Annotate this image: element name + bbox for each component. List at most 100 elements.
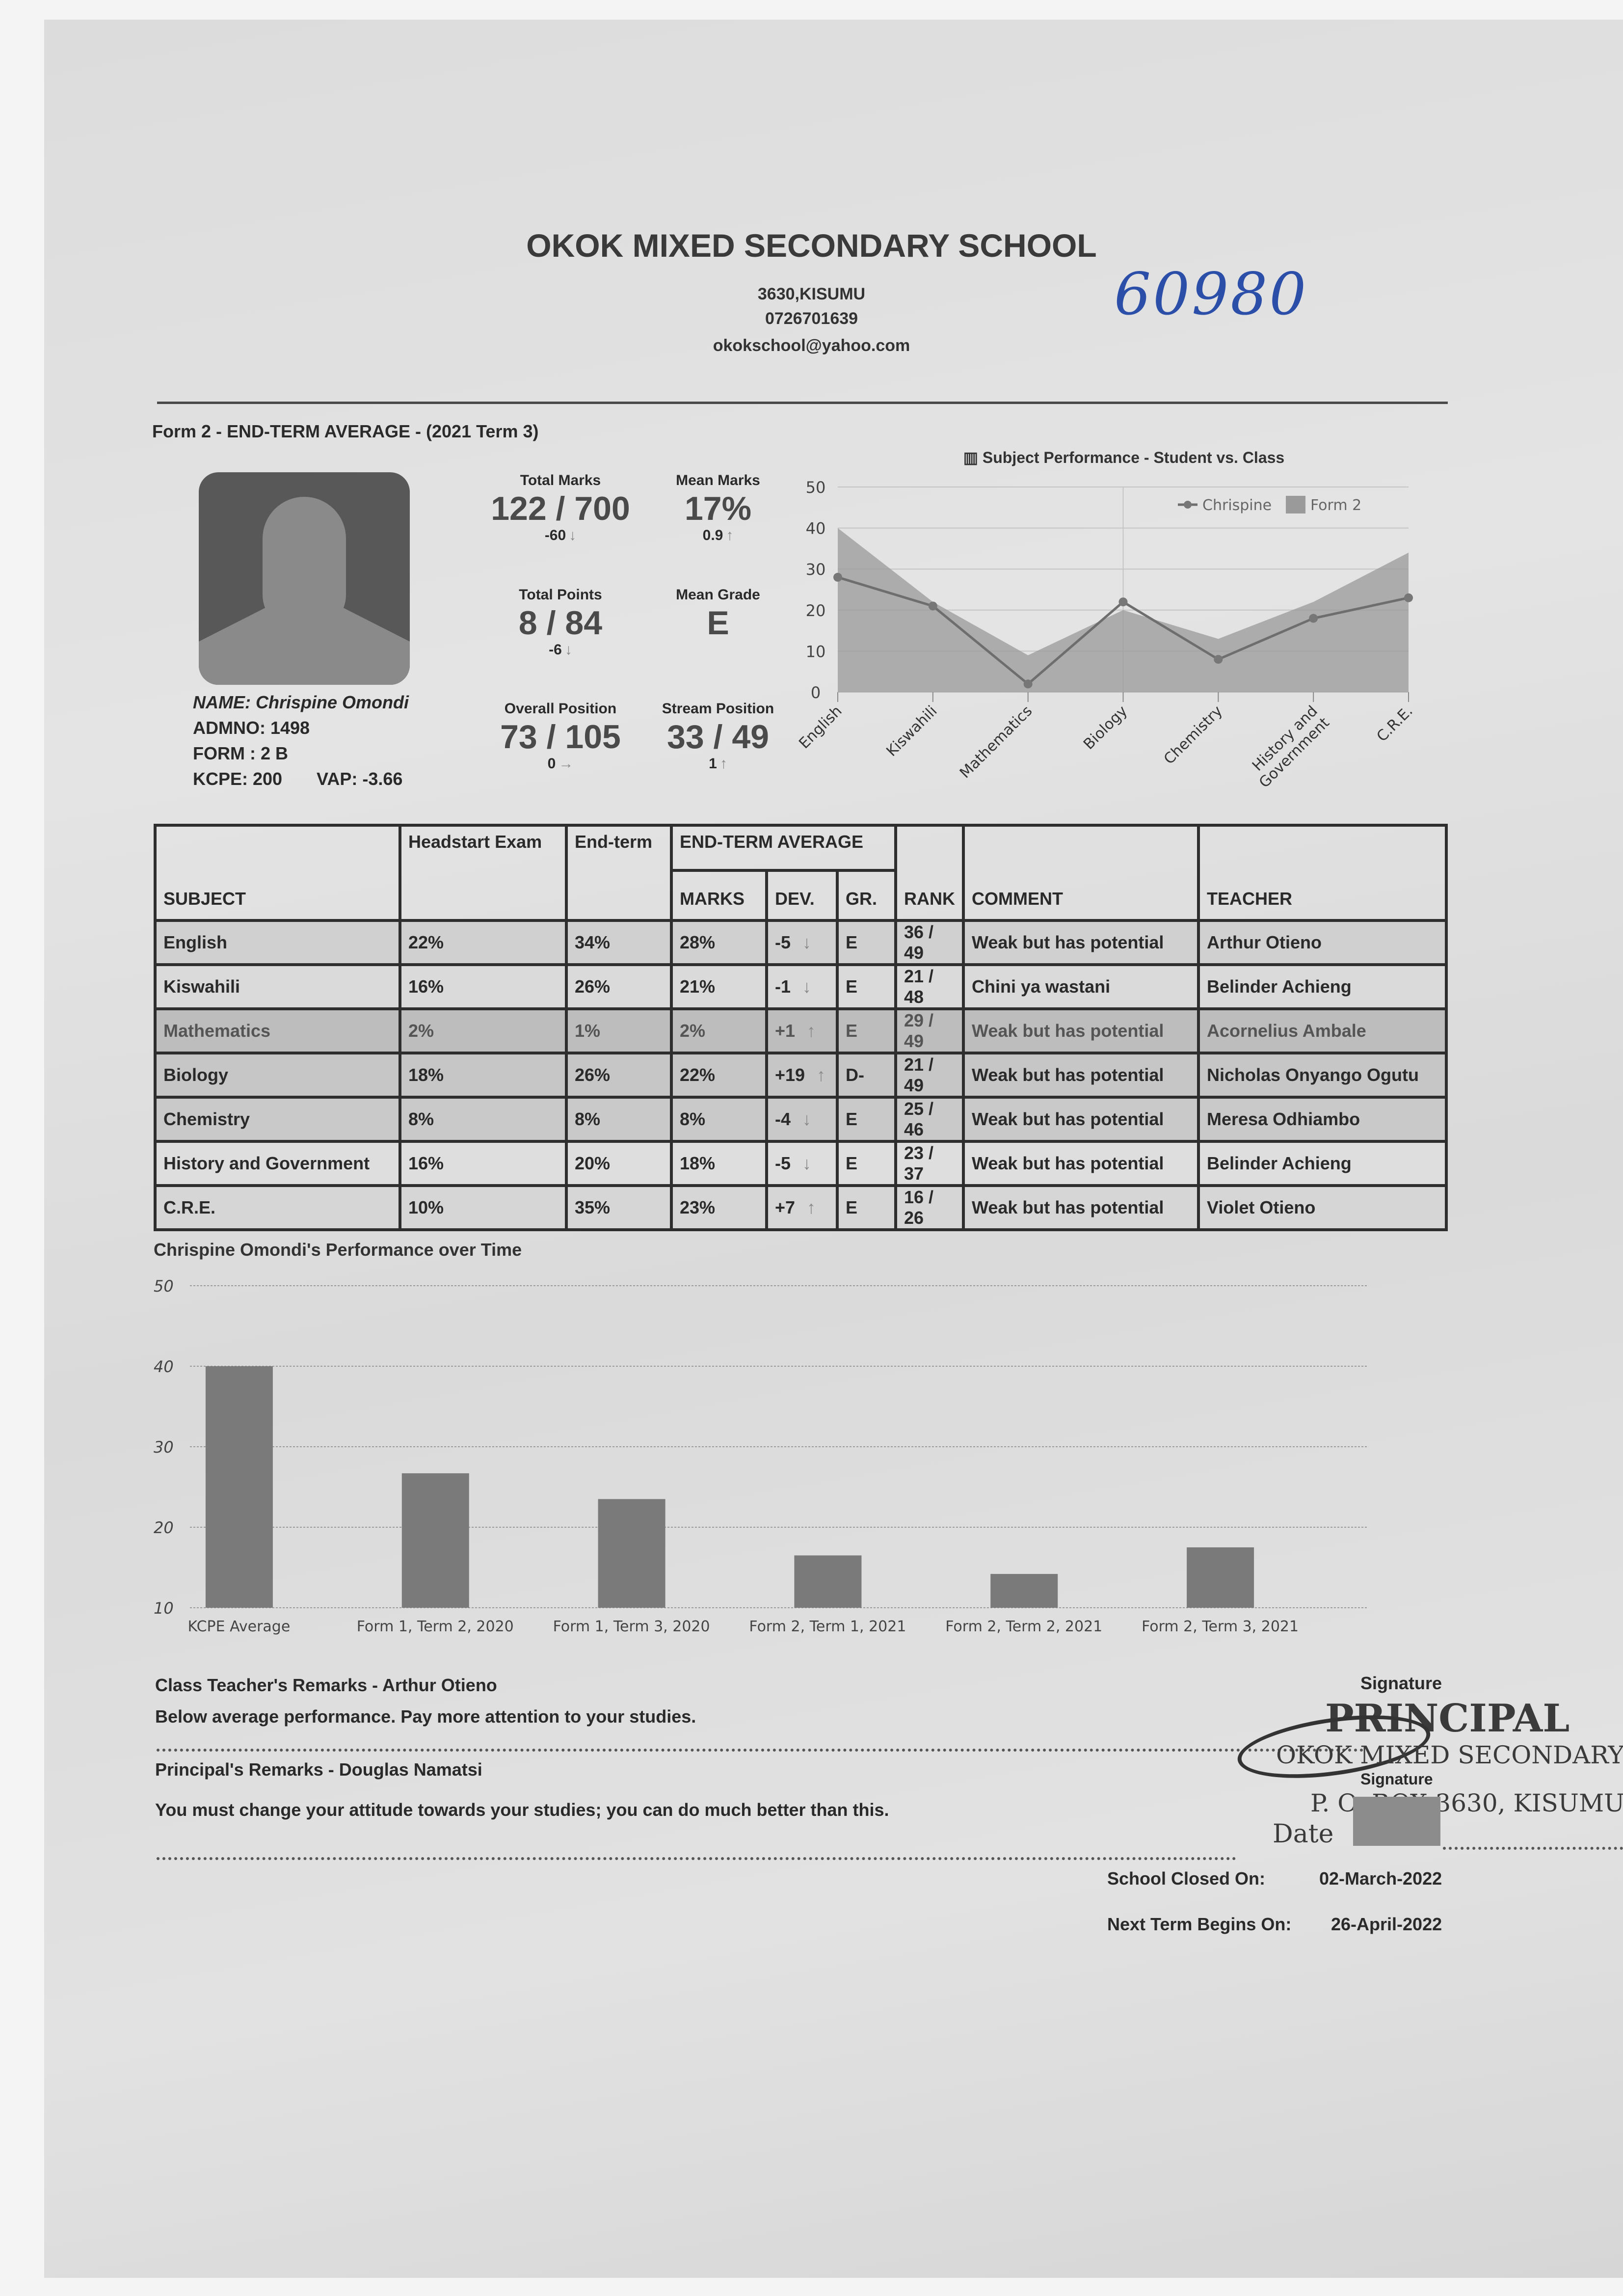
total-points-label: Total Points bbox=[519, 587, 602, 603]
chrispine-point bbox=[1309, 614, 1318, 623]
subject-performance-chart: ▥ Subject Performance - Student vs. Clas… bbox=[796, 449, 1416, 791]
handwritten-number: 60980 bbox=[1114, 260, 1308, 328]
stamp-school-name: OKOK MIXED SECONDARY bbox=[1276, 1741, 1623, 1769]
x-tick-label: Biology bbox=[1080, 702, 1131, 753]
bar-chart-icon: ▥ bbox=[963, 449, 983, 466]
class-teacher-remarks-text: Below average performance. Pay more atte… bbox=[155, 1706, 696, 1727]
table-row: C.R.E. 10% 35% 23% +7 ↑ E 16 / 26 Weak but has p… bbox=[154, 1184, 1448, 1231]
bar bbox=[1187, 1547, 1254, 1608]
mean-marks-label: Mean Marks bbox=[676, 472, 760, 488]
cell-marks: 22% bbox=[670, 1052, 768, 1099]
principal-signature bbox=[1353, 1797, 1440, 1846]
next-term-value: 26-April-2022 bbox=[1331, 1914, 1442, 1934]
cell-endterm: 20% bbox=[565, 1140, 673, 1187]
y-tick-label: 30 bbox=[154, 1438, 174, 1457]
deviation-arrow-icon: ↑ bbox=[817, 1065, 826, 1085]
stream-position-delta: 1 ↑ bbox=[630, 756, 806, 772]
deviation-value: -5 bbox=[775, 932, 791, 952]
y-tick-label: 50 bbox=[806, 478, 826, 497]
school-address: 3630,KISUMU bbox=[757, 285, 866, 303]
student-vap: VAP: -3.66 bbox=[317, 769, 403, 789]
cell-marks: 2% bbox=[670, 1007, 768, 1054]
cell-comment: Weak but has potential bbox=[962, 919, 1200, 966]
x-tick-label: Form 2, Term 2, 2021 bbox=[945, 1618, 1102, 1635]
cell-headstart: 10% bbox=[399, 1184, 568, 1231]
x-tick-label: KCPE Average bbox=[188, 1618, 291, 1635]
mean-marks-value: 17% bbox=[684, 490, 752, 527]
legend-form-2[interactable]: Form 2 bbox=[1310, 497, 1361, 514]
x-tick-label: Form 2, Term 3, 2021 bbox=[1142, 1618, 1299, 1635]
principal-remarks-heading: Principal's Remarks - Douglas Namatsi bbox=[155, 1759, 482, 1780]
cell-grade: E bbox=[836, 919, 897, 966]
y-tick-label: 20 bbox=[806, 601, 826, 620]
delta-value: 0.9 bbox=[702, 527, 723, 543]
cell-headstart: 16% bbox=[399, 1140, 568, 1187]
header-marks: MARKS bbox=[670, 869, 768, 922]
cell-subject: History and Government bbox=[154, 1140, 401, 1187]
total-marks-label: Total Marks bbox=[520, 472, 601, 488]
overall-position-value: 73 / 105 bbox=[500, 718, 621, 756]
cell-dev: -5 ↓ bbox=[765, 919, 839, 966]
cell-grade: E bbox=[836, 1007, 897, 1054]
cell-subject: Mathematics bbox=[154, 1007, 401, 1054]
report-title: Form 2 - END-TERM AVERAGE - (2021 Term 3… bbox=[152, 421, 539, 441]
mean-marks-delta: 0.9 ↑ bbox=[630, 527, 806, 544]
header-grade: GR. bbox=[836, 869, 897, 922]
deviation-value: +19 bbox=[775, 1065, 805, 1085]
cell-endterm: 8% bbox=[565, 1096, 673, 1143]
cell-dev: -4 ↓ bbox=[765, 1096, 839, 1143]
cell-marks: 8% bbox=[670, 1096, 768, 1143]
avatar-body-icon bbox=[199, 605, 410, 685]
cell-teacher: Violet Otieno bbox=[1197, 1184, 1448, 1231]
cell-headstart: 18% bbox=[399, 1052, 568, 1099]
x-tick-label: English bbox=[796, 702, 845, 752]
line-chart-title: ▥ Subject Performance - Student vs. Clas… bbox=[963, 449, 1284, 466]
cell-teacher: Acornelius Ambale bbox=[1197, 1007, 1448, 1054]
school-closed-label: School Closed On: bbox=[1107, 1868, 1266, 1889]
bar bbox=[990, 1574, 1058, 1608]
class-teacher-remarks-heading: Class Teacher's Remarks - Arthur Otieno bbox=[155, 1675, 497, 1695]
mean-grade-label: Mean Grade bbox=[676, 587, 760, 603]
x-tick-label-line: English bbox=[796, 702, 845, 752]
stamp-date: Date bbox=[1273, 1819, 1334, 1849]
cell-subject: Kiswahili bbox=[154, 963, 401, 1010]
cell-dev: -1 ↓ bbox=[765, 963, 839, 1010]
line-chart-title-text: Subject Performance - Student vs. Class bbox=[983, 449, 1284, 466]
y-tick-label: 10 bbox=[806, 642, 826, 661]
deviation-arrow-icon: ↓ bbox=[802, 1153, 812, 1173]
cell-endterm: 34% bbox=[565, 919, 673, 966]
x-tick-label: Form 2, Term 1, 2021 bbox=[749, 1618, 906, 1635]
deviation-arrow-icon: ↑ bbox=[807, 1021, 816, 1041]
table-row: English 22% 34% 28% -5 ↓ E 36 / 49 Weak but has … bbox=[154, 919, 1448, 966]
principal-remarks-text: You must change your attitude towards yo… bbox=[155, 1800, 889, 1820]
class-teacher-signature-label: Signature bbox=[1360, 1673, 1442, 1693]
cell-headstart: 22% bbox=[399, 919, 568, 966]
cell-comment: Weak but has potential bbox=[962, 1184, 1200, 1231]
deviation-arrow-icon: ↓ bbox=[802, 932, 812, 952]
cell-marks: 21% bbox=[670, 963, 768, 1010]
y-tick-label: 0 bbox=[811, 683, 821, 702]
cell-rank: 21 / 48 bbox=[894, 963, 965, 1010]
school-email: okokschool@yahoo.com bbox=[713, 336, 910, 355]
bar bbox=[794, 1555, 862, 1608]
table-row: Kiswahili 16% 26% 21% -1 ↓ E 21 / 48 Chini ya wa… bbox=[154, 963, 1448, 1010]
x-tick-label: Kiswahili bbox=[883, 702, 940, 760]
delta-value: -60 bbox=[544, 527, 566, 543]
header-endterm: End-term bbox=[565, 824, 673, 922]
cell-dev: +19 ↑ bbox=[765, 1052, 839, 1099]
trend-arrow-icon: ↓ bbox=[564, 642, 572, 658]
date-line bbox=[1443, 1847, 1623, 1850]
y-tick-label: 10 bbox=[154, 1599, 174, 1618]
mean-grade-value: E bbox=[707, 604, 729, 642]
cell-rank: 29 / 49 bbox=[894, 1007, 965, 1054]
student-admno: ADMNO: 1498 bbox=[193, 718, 310, 738]
y-tick-label: 40 bbox=[154, 1357, 174, 1376]
cell-headstart: 2% bbox=[399, 1007, 568, 1054]
table-row: Biology 18% 26% 22% +19 ↑ D- 21 / 49 Weak but ha… bbox=[154, 1052, 1448, 1099]
header-rank: RANK bbox=[894, 824, 965, 922]
y-tick-label: 30 bbox=[806, 560, 826, 579]
cell-comment: Weak but has potential bbox=[962, 1096, 1200, 1143]
student-name: NAME: Chrispine Omondi bbox=[193, 692, 409, 712]
bar-chart-title: Chrispine Omondi's Performance over Time bbox=[154, 1240, 522, 1260]
legend-chrispine[interactable]: Chrispine bbox=[1202, 497, 1272, 514]
